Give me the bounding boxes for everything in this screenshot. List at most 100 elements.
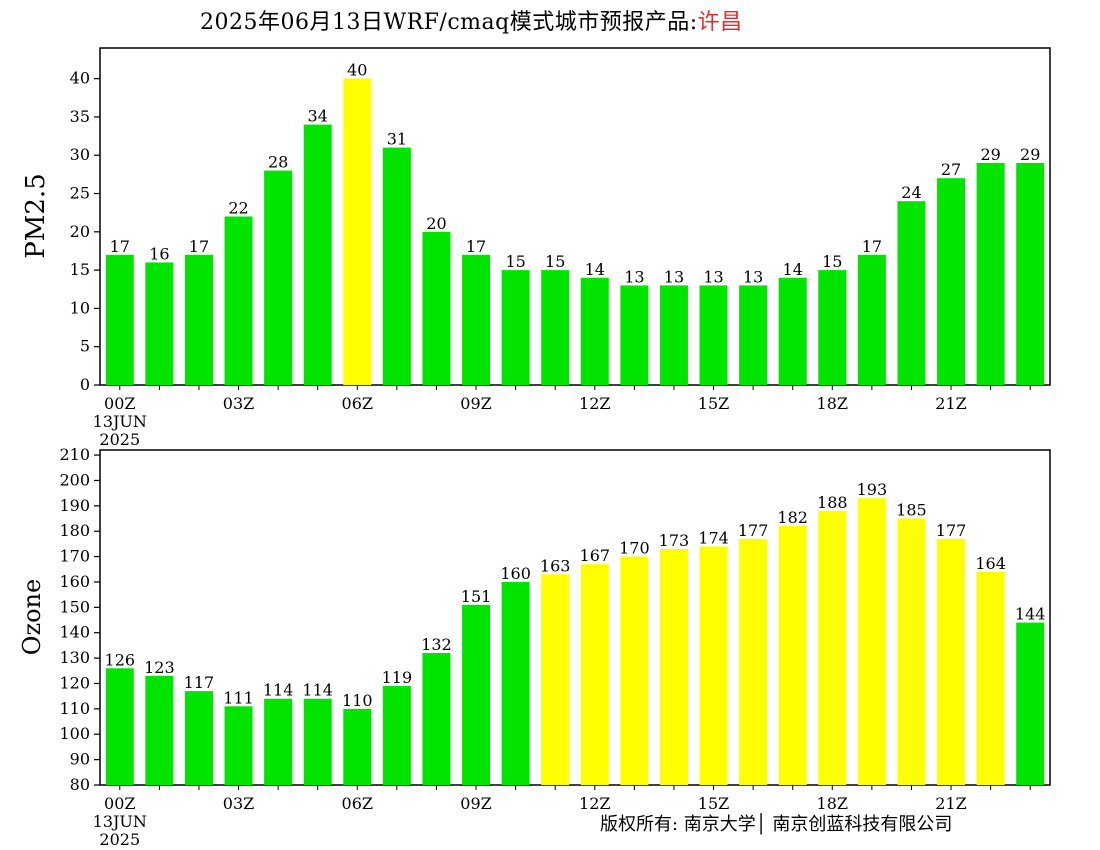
y-tick-label: 160 bbox=[59, 572, 90, 591]
bar bbox=[541, 574, 570, 785]
y-tick-label: 35 bbox=[70, 107, 90, 126]
chart-title: 2025年06月13日WRF/cmaq模式城市预报产品:许昌 bbox=[200, 4, 743, 36]
x-tick-label: 06Z bbox=[342, 794, 373, 813]
x-tick-label: 12Z bbox=[579, 394, 610, 413]
bar bbox=[184, 254, 213, 385]
y-tick-label: 100 bbox=[59, 724, 90, 743]
bar-value-label: 15 bbox=[822, 252, 842, 271]
y-tick-label: 5 bbox=[80, 337, 90, 356]
bar bbox=[264, 698, 293, 785]
y-tick-label: 30 bbox=[70, 145, 90, 164]
title-city: 许昌 bbox=[697, 10, 743, 35]
bar bbox=[620, 556, 649, 785]
y-tick-label: 210 bbox=[59, 445, 90, 464]
bar-value-label: 193 bbox=[857, 480, 888, 499]
bar bbox=[778, 277, 807, 385]
bar-value-label: 15 bbox=[505, 252, 525, 271]
y-tick-label: 170 bbox=[59, 547, 90, 566]
x-tick-label: 13JUN bbox=[93, 412, 147, 431]
bar-value-label: 164 bbox=[975, 554, 1006, 573]
x-tick-label: 2025 bbox=[99, 430, 140, 449]
x-tick-label: 18Z bbox=[817, 394, 848, 413]
x-tick-label: 00Z bbox=[104, 794, 135, 813]
x-tick-label: 12Z bbox=[579, 794, 610, 813]
y-tick-label: 150 bbox=[59, 597, 90, 616]
bar bbox=[818, 510, 847, 785]
y-tick-label: 110 bbox=[59, 699, 90, 718]
bar bbox=[501, 581, 530, 785]
bar-value-label: 31 bbox=[387, 130, 407, 149]
bar-value-label: 16 bbox=[149, 244, 169, 263]
bar-value-label: 22 bbox=[228, 199, 248, 218]
bar-value-label: 17 bbox=[189, 237, 209, 256]
y-tick-label: 15 bbox=[70, 260, 90, 279]
y-tick-label: 120 bbox=[59, 673, 90, 692]
bar-value-label: 177 bbox=[738, 521, 769, 540]
y-tick-label: 140 bbox=[59, 623, 90, 642]
bar bbox=[659, 285, 688, 385]
bar bbox=[541, 270, 570, 385]
bar-value-label: 173 bbox=[659, 531, 690, 550]
bar-value-label: 174 bbox=[698, 528, 729, 547]
bar-value-label: 114 bbox=[302, 681, 333, 700]
y-tick-label: 130 bbox=[59, 648, 90, 667]
x-tick-label: 2025 bbox=[99, 830, 140, 849]
bar-value-label: 126 bbox=[105, 650, 136, 669]
bar bbox=[1016, 162, 1045, 385]
bar-value-label: 188 bbox=[817, 493, 848, 512]
bar-value-label: 13 bbox=[703, 267, 723, 286]
bar bbox=[620, 285, 649, 385]
bar-value-label: 170 bbox=[619, 539, 650, 558]
bar-value-label: 40 bbox=[347, 61, 367, 80]
bar-value-label: 163 bbox=[540, 556, 571, 575]
bar-value-label: 13 bbox=[664, 267, 684, 286]
copyright-text: 版权所有: 南京大学│ 南京创蓝科技有限公司 bbox=[600, 814, 953, 835]
x-tick-label: 00Z bbox=[104, 394, 135, 413]
bar-value-label: 28 bbox=[268, 153, 288, 172]
bar-value-label: 151 bbox=[461, 587, 492, 606]
bar bbox=[224, 216, 253, 385]
bar bbox=[264, 170, 293, 385]
bar bbox=[303, 698, 332, 785]
x-tick-label: 03Z bbox=[223, 794, 254, 813]
bar bbox=[303, 124, 332, 385]
bar-value-label: 27 bbox=[941, 160, 961, 179]
bar bbox=[580, 564, 609, 785]
bar-value-label: 160 bbox=[500, 564, 531, 583]
y-tick-label: 25 bbox=[70, 184, 90, 203]
bar bbox=[857, 498, 886, 785]
bar bbox=[897, 201, 926, 385]
bar bbox=[739, 285, 768, 385]
bar bbox=[739, 538, 768, 785]
bar bbox=[382, 686, 411, 785]
bar-value-label: 13 bbox=[624, 267, 644, 286]
bar bbox=[422, 653, 451, 785]
bar-value-label: 14 bbox=[585, 260, 605, 279]
y-tick-label: 90 bbox=[70, 750, 90, 769]
bar-value-label: 14 bbox=[783, 260, 803, 279]
bar bbox=[462, 604, 491, 785]
bar-value-label: 117 bbox=[184, 673, 215, 692]
bar bbox=[145, 262, 174, 385]
bar-value-label: 123 bbox=[144, 658, 175, 677]
bar bbox=[659, 548, 688, 785]
bar bbox=[224, 706, 253, 785]
bar bbox=[976, 571, 1005, 785]
y-tick-label: 10 bbox=[70, 298, 90, 317]
y-axis-title: Ozone bbox=[18, 579, 46, 655]
bar bbox=[105, 254, 134, 385]
bar-value-label: 34 bbox=[308, 107, 328, 126]
x-tick-label: 03Z bbox=[223, 394, 254, 413]
bar-value-label: 17 bbox=[110, 237, 130, 256]
x-tick-label: 09Z bbox=[460, 394, 491, 413]
bar bbox=[897, 518, 926, 785]
x-tick-label: 15Z bbox=[698, 394, 729, 413]
bar-value-label: 167 bbox=[580, 546, 611, 565]
bar-value-label: 20 bbox=[426, 214, 446, 233]
bar-value-label: 185 bbox=[896, 501, 927, 520]
bar bbox=[343, 78, 372, 386]
bar bbox=[778, 526, 807, 785]
bar bbox=[501, 270, 530, 385]
x-tick-label: 06Z bbox=[342, 394, 373, 413]
